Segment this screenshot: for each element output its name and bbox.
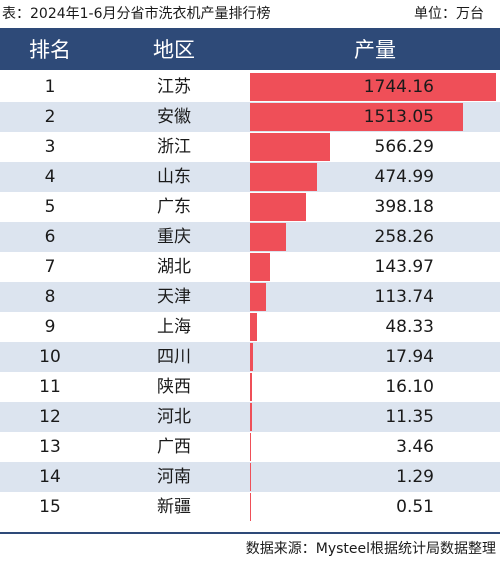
value-bar [250, 73, 496, 101]
value-bar [250, 463, 251, 491]
table-row: 10 四川 17.94 [0, 342, 500, 372]
rank-cell: 14 [39, 467, 61, 487]
value-bar [250, 433, 251, 461]
table-row: 6 重庆 258.26 [0, 222, 500, 252]
table-row: 3 浙江 566.29 [0, 132, 500, 162]
region-cell: 重庆 [157, 227, 191, 247]
caption-bar: 表：2024年1-6月分省市洗衣机产量排行榜 单位：万台 [0, 0, 500, 28]
value-label: 566.29 [374, 137, 434, 157]
rank-cell: 1 [44, 77, 56, 97]
rank-cell: 10 [39, 347, 61, 367]
rank-cell: 12 [39, 407, 61, 427]
value-bar [250, 313, 257, 341]
value-label: 48.33 [385, 317, 434, 337]
table-row: 13 广西 3.46 [0, 432, 500, 462]
region-cell: 湖北 [157, 257, 191, 277]
header-output: 产量 [354, 38, 396, 62]
value-bar [250, 283, 267, 311]
region-cell: 广西 [157, 437, 191, 457]
value-bar [250, 103, 464, 131]
rank-cell: 8 [44, 287, 56, 307]
value-bar [250, 163, 317, 191]
table-row: 4 山东 474.99 [0, 162, 500, 192]
region-cell: 广东 [157, 197, 191, 217]
region-cell: 天津 [157, 287, 191, 307]
value-label: 1.29 [396, 467, 434, 487]
rank-cell: 7 [44, 257, 56, 277]
header-rank: 排名 [29, 38, 71, 62]
value-label: 143.97 [374, 257, 434, 277]
region-cell: 上海 [157, 317, 191, 337]
value-label: 17.94 [385, 347, 434, 367]
region-cell: 江苏 [157, 77, 191, 97]
rank-cell: 9 [44, 317, 56, 337]
rank-cell: 6 [44, 227, 56, 247]
region-cell: 安徽 [157, 107, 191, 127]
table-row: 12 河北 11.35 [0, 402, 500, 432]
rank-cell: 13 [39, 437, 61, 457]
value-bar [250, 343, 253, 371]
value-label: 11.35 [385, 407, 434, 427]
value-label: 0.51 [396, 497, 434, 517]
table-row: 9 上海 48.33 [0, 312, 500, 342]
value-label: 16.10 [385, 377, 434, 397]
rank-cell: 4 [44, 167, 56, 187]
table-title: 表：2024年1-6月分省市洗衣机产量排行榜 [2, 6, 271, 22]
bottom-rule [0, 532, 500, 534]
value-label: 474.99 [374, 167, 434, 187]
source-note: 数据来源：Mysteel根据统计局数据整理 [245, 541, 496, 557]
rank-cell: 3 [44, 137, 56, 157]
value-bar [250, 373, 253, 401]
value-label: 3.46 [396, 437, 434, 457]
region-cell: 新疆 [157, 497, 191, 517]
table-header: 排名 地区 产量 [0, 28, 500, 72]
value-bar [250, 403, 252, 431]
value-label: 398.18 [374, 197, 434, 217]
region-cell: 浙江 [157, 137, 191, 157]
table-row: 11 陕西 16.10 [0, 372, 500, 402]
rank-cell: 11 [39, 377, 61, 397]
region-cell: 河北 [157, 407, 191, 427]
header-region: 地区 [153, 38, 195, 62]
value-bar [250, 493, 251, 521]
rank-cell: 2 [44, 107, 56, 127]
table-row: 5 广东 398.18 [0, 192, 500, 222]
value-bar [250, 223, 287, 251]
table-row: 14 河南 1.29 [0, 462, 500, 492]
region-cell: 山东 [157, 167, 191, 187]
table-row: 7 湖北 143.97 [0, 252, 500, 282]
unit-label: 单位：万台 [414, 6, 484, 22]
table-row: 1 江苏 1744.16 [0, 72, 500, 102]
value-bar [250, 193, 307, 221]
region-cell: 陕西 [157, 377, 191, 397]
value-label: 258.26 [374, 227, 434, 247]
value-bar [250, 133, 330, 161]
region-cell: 四川 [157, 347, 191, 367]
rank-cell: 15 [39, 497, 61, 517]
table-row: 2 安徽 1513.05 [0, 102, 500, 132]
region-cell: 河南 [157, 467, 191, 487]
table-row: 15 新疆 0.51 [0, 492, 500, 522]
value-label: 1513.05 [363, 107, 434, 127]
value-bar [250, 253, 271, 281]
value-label: 113.74 [374, 287, 434, 307]
table-row: 8 天津 113.74 [0, 282, 500, 312]
value-label: 1744.16 [363, 77, 434, 97]
rank-cell: 5 [44, 197, 56, 217]
